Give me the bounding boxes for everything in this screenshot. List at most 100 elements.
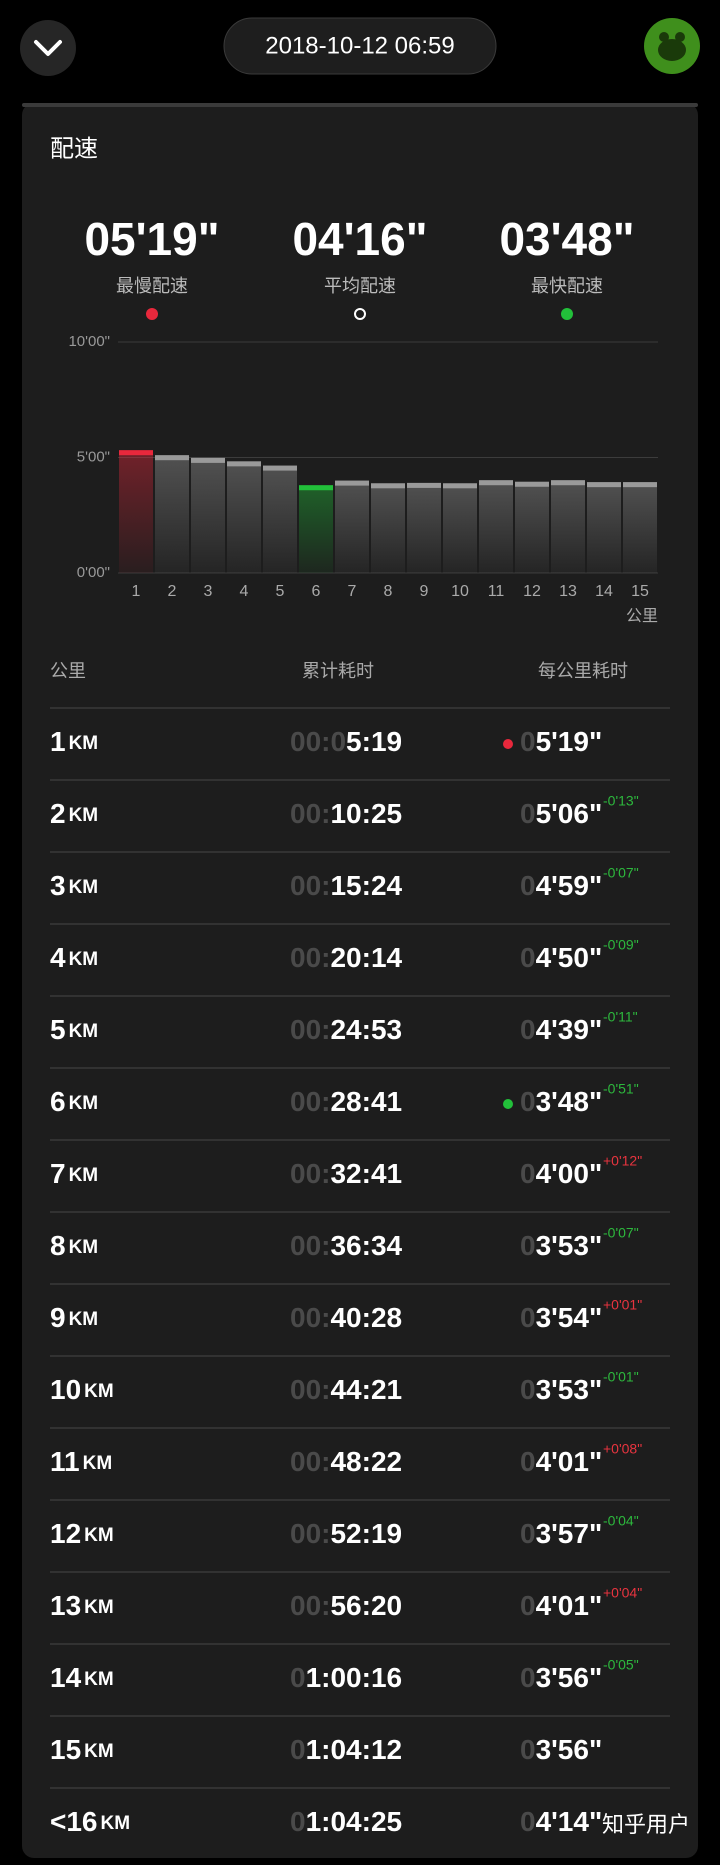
bar-cap [515,481,549,487]
pace-diff: -0'05" [603,1657,639,1673]
x-tick-label: 11 [488,583,505,600]
km-cell: 12 KM [50,1518,114,1549]
bar-cap [119,450,153,456]
bar-cap [551,480,585,486]
pace-cell: 04'01" [520,1590,602,1621]
pace-prefix: 0 [520,1086,536,1117]
date-pill[interactable] [223,17,497,75]
elapsed-time: 40:28 [330,1302,402,1333]
pace-prefix: 0 [520,1014,536,1045]
km-cell: 4 KM [50,942,98,973]
pace-time: 4'01" [536,1590,603,1621]
pace-cell: 04'14" [520,1806,602,1837]
pace-cell: 03'57" [520,1518,602,1549]
date: 2018-10-12 06:59 [265,32,455,59]
pace-prefix: 0 [520,1230,536,1261]
elapsed-prefix: 0 [290,1734,306,1765]
km-number: <16 [50,1806,98,1837]
avatar[interactable] [644,18,700,74]
pace-prefix: 0 [520,1662,536,1693]
km-cell: 15 KM [50,1734,114,1765]
pace-cell: 03'56" [520,1734,602,1765]
pace-cell: 04'59" [520,870,602,901]
pace-cell: 05'19" [520,726,602,757]
elapsed-time: 56:20 [330,1590,402,1621]
elapsed-cell: 00:32:41 [290,1158,402,1189]
pace-diff: +0'08" [603,1441,642,1457]
pace-time: 5'19" [536,726,603,757]
elapsed-cell: 00:24:53 [290,1014,402,1045]
chevron-icon[interactable] [34,40,62,56]
elapsed-prefix: 0 [290,1662,306,1693]
pace-time: 3'53" [536,1230,603,1261]
km-unit: KM [83,1453,113,1474]
pace-prefix: 0 [520,1302,536,1333]
km-number: 3 [50,870,66,901]
elapsed-prefix: 00: [290,942,330,973]
pace-cell: 03'54" [520,1302,602,1333]
pace-time: 4'01" [536,1446,603,1477]
elapsed-prefix: 0 [290,1806,306,1837]
back-button-circle[interactable] [20,20,76,76]
bar [371,483,405,573]
elapsed-cell: 00:10:25 [290,798,402,829]
pace-time: 3'54" [536,1302,603,1333]
bar-cap [407,482,441,488]
card-edge [22,103,698,107]
km-cell: 2 KM [50,798,98,829]
elapsed-time: 32:41 [330,1158,402,1189]
elapsed-prefix: 00: [290,1302,330,1333]
km-unit: KM [84,1525,114,1546]
y-tick-label: 0'00" [77,564,110,581]
bar [263,465,297,573]
bar [479,480,513,573]
x-tick-label: 5 [276,583,285,600]
pace-time: 4'59" [536,870,603,901]
elapsed-time: 48:22 [330,1446,402,1477]
summary-value: 05'19" [84,213,219,265]
summary-dot [561,308,573,320]
elapsed-cell: 00:40:28 [290,1302,402,1333]
pace-dot [503,1099,513,1109]
bar [335,480,369,573]
elapsed-time: 28:41 [330,1086,402,1117]
elapsed-cell: 01:04:25 [290,1806,402,1837]
km-number: 14 [50,1662,82,1693]
km-number: 9 [50,1302,66,1333]
bar-cap [587,482,621,488]
pace-dot [503,739,513,749]
x-tick-label: 12 [523,583,541,600]
bar [191,457,225,573]
pace-time: 4'50" [536,942,603,973]
x-tick-label: 9 [420,583,429,600]
bar-cap [623,482,657,488]
km-number: 11 [50,1446,80,1477]
km-unit: KM [84,1381,114,1402]
bar-cap [263,465,297,471]
elapsed-cell: 01:00:16 [290,1662,402,1693]
elapsed-cell: 00:05:19 [290,726,402,757]
x-tick-label: 2 [168,583,177,600]
summary-value: 03'48" [499,213,634,265]
bar [299,485,333,573]
pace-prefix: 0 [520,798,536,829]
avatar-eye [675,32,685,42]
km-cell: 6 KM [50,1086,98,1117]
km-unit: KM [69,1165,99,1186]
km-unit: KM [69,949,99,970]
km-number: 2 [50,798,66,829]
km-unit: KM [101,1813,131,1834]
summary-label: 最慢配速 [116,276,188,296]
km-cell: 5 KM [50,1014,98,1045]
km-cell: 3 KM [50,870,98,901]
km-unit: KM [69,1309,99,1330]
elapsed-prefix: 00: [290,1230,330,1261]
pace-prefix: 0 [520,726,536,757]
x-tick-label: 15 [631,583,649,600]
elapsed-time: 44:21 [330,1374,402,1405]
elapsed-cell: 00:56:20 [290,1590,402,1621]
bar [119,450,153,573]
back-button[interactable] [20,20,76,76]
km-unit: KM [84,1669,114,1690]
